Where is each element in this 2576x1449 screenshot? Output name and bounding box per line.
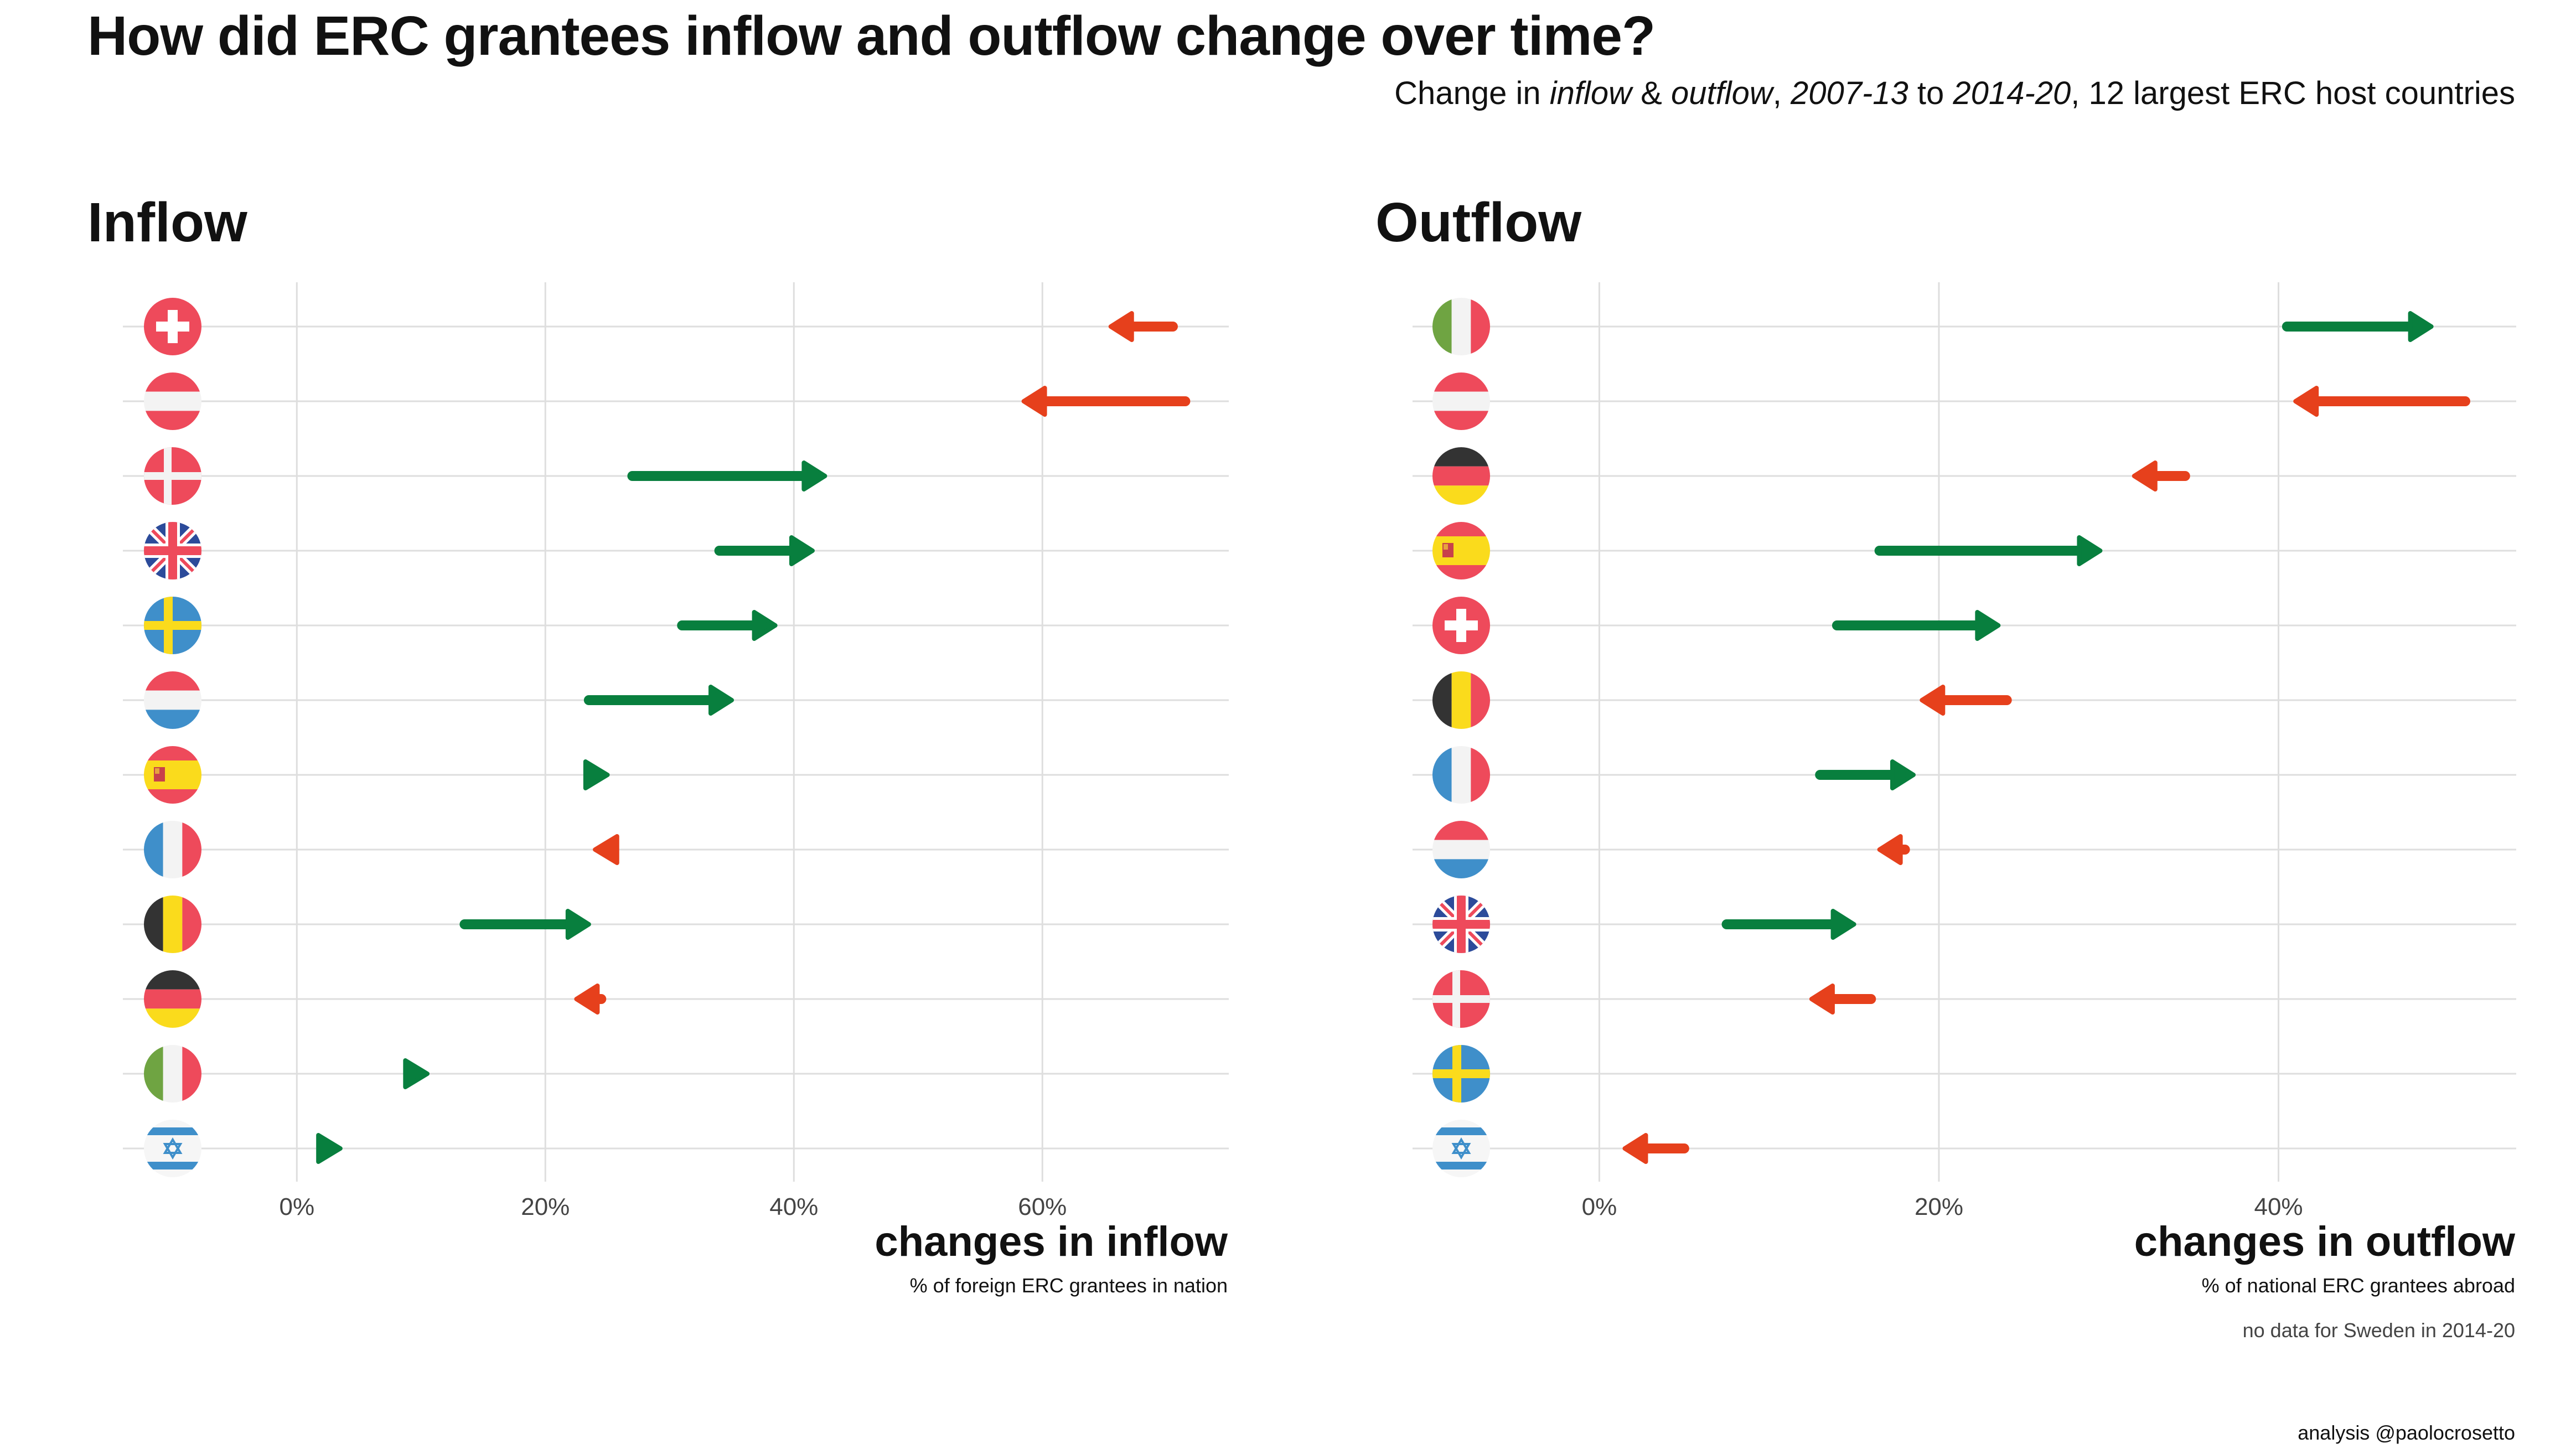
israel-flag-icon: Israel <box>144 1120 201 1177</box>
denmark-flag-icon: Denmark <box>1432 970 1490 1028</box>
spain-flag-icon: Spain <box>144 746 201 804</box>
inflow-panel-title: Inflow <box>87 192 247 253</box>
arrow-france <box>593 834 619 865</box>
switzerland-flag-icon: Switzerland <box>1432 597 1490 654</box>
france-flag-icon: France <box>1432 746 1490 804</box>
inflow-x-axis-subtitle: % of foreign ERC grantees in nation <box>909 1274 1228 1297</box>
switzerland-flag-icon: Switzerland <box>144 298 201 355</box>
arrow-france <box>1815 759 1916 790</box>
arrow-united-kingdom <box>1721 909 1856 940</box>
arrow-spain <box>1874 535 2103 566</box>
netherlands-flag-icon: Netherlands <box>144 671 201 729</box>
uk-flag-icon: United Kingdom <box>1432 896 1490 953</box>
x-tick-label: 0% <box>279 1193 314 1220</box>
arrow-israel <box>1622 1133 1689 1164</box>
italy-flag-icon: Italy <box>144 1045 201 1103</box>
france-flag-icon: France <box>144 821 201 878</box>
arrow-belgium <box>1920 685 2012 716</box>
denmark-flag-icon: Denmark <box>144 447 201 505</box>
arrow-spain <box>583 759 610 790</box>
arrow-switzerland <box>1108 311 1178 342</box>
arrow-austria <box>2293 386 2470 417</box>
arrow-denmark <box>1809 984 1876 1015</box>
arrow-united-kingdom <box>714 535 815 566</box>
israel-flag-icon: Israel <box>1432 1120 1490 1177</box>
arrow-netherlands <box>583 685 734 716</box>
outflow-x-axis-title: changes in outflow <box>2134 1218 2515 1265</box>
chart-subtitle: Change in inflow & outflow, 2007-13 to 2… <box>1394 75 2515 111</box>
arrow-italy <box>403 1058 430 1089</box>
arrow-netherlands <box>1877 834 1910 865</box>
x-tick-label: 0% <box>1582 1193 1617 1220</box>
sweden-flag-icon: Sweden <box>1432 1045 1490 1103</box>
x-tick-label: 20% <box>1915 1193 1963 1220</box>
belgium-flag-icon: Belgium <box>1432 671 1490 729</box>
arrow-belgium <box>459 909 591 940</box>
x-tick-label: 20% <box>521 1193 570 1220</box>
arrow-germany <box>574 984 607 1015</box>
outflow-x-axis-subtitle: % of national ERC grantees abroad <box>2201 1274 2515 1297</box>
x-tick-label: 40% <box>769 1193 818 1220</box>
austria-flag-icon: Austria <box>1432 372 1490 430</box>
uk-flag-icon: United Kingdom <box>144 522 201 579</box>
belgium-flag-icon: Belgium <box>144 896 201 953</box>
chart-title: How did ERC grantees inflow and outflow … <box>87 5 1656 67</box>
germany-flag-icon: Germany <box>144 970 201 1028</box>
credit: analysis @paolocrosetto <box>2298 1421 2515 1444</box>
arrow-germany <box>2132 460 2190 491</box>
spain-flag-icon: Spain <box>1432 522 1490 579</box>
inflow-x-axis-title: changes in inflow <box>875 1218 1228 1265</box>
x-tick-label: 60% <box>1018 1193 1067 1220</box>
arrow-sweden <box>677 610 778 641</box>
austria-flag-icon: Austria <box>144 372 201 430</box>
sweden-note: no data for Sweden in 2014-20 <box>2242 1319 2515 1342</box>
arrow-denmark <box>627 460 827 491</box>
x-tick-label: 40% <box>2254 1193 2303 1220</box>
arrow-italy <box>2282 311 2434 342</box>
sweden-flag-icon: Sweden <box>144 597 201 654</box>
germany-flag-icon: Germany <box>1432 447 1490 505</box>
netherlands-flag-icon: Netherlands <box>1432 821 1490 878</box>
italy-flag-icon: Italy <box>1432 298 1490 355</box>
outflow-panel-title: Outflow <box>1375 192 1582 253</box>
arrow-switzerland <box>1832 610 2001 641</box>
arrow-israel <box>316 1133 343 1164</box>
arrow-austria <box>1021 386 1191 417</box>
